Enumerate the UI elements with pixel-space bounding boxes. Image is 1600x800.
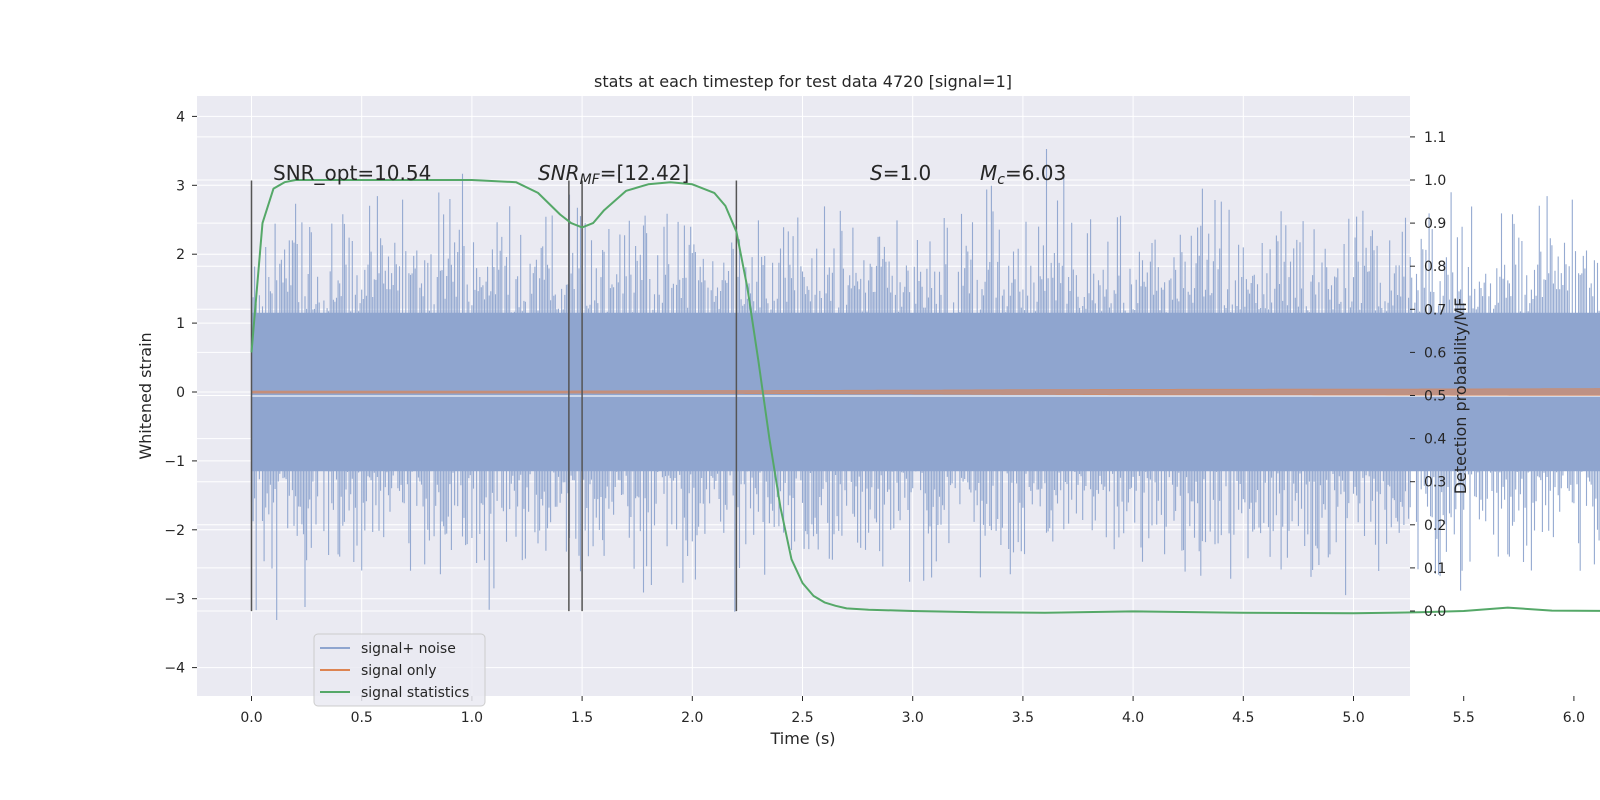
legend-box bbox=[313, 633, 486, 707]
mc-value: =6.03 bbox=[1005, 161, 1066, 185]
y-right-tick-label: 0.9 bbox=[1424, 216, 1446, 232]
y-tick-label: −4 bbox=[164, 661, 185, 677]
y-tick-label: 4 bbox=[176, 109, 185, 125]
signal-envelope bbox=[251, 388, 1600, 396]
x-tick-label: 5.0 bbox=[1342, 710, 1364, 726]
annotation-s: S=1.0 bbox=[870, 161, 931, 185]
x-tick-label: 4.5 bbox=[1232, 710, 1254, 726]
x-tick-label: 2.0 bbox=[681, 710, 703, 726]
s-value: =1.0 bbox=[883, 161, 932, 185]
x-tick-label: 6.0 bbox=[1563, 710, 1585, 726]
annotation-snr-mf: SNRMF=[12.42] bbox=[538, 161, 689, 188]
y-tick-label: 1 bbox=[176, 316, 185, 332]
y-right-tick-label: 0.5 bbox=[1424, 389, 1446, 405]
chart-title: stats at each timestep for test data 472… bbox=[594, 72, 1012, 91]
statistics-line bbox=[250, 179, 1600, 615]
y-tick-label: 3 bbox=[176, 178, 185, 194]
mc-base: M bbox=[980, 161, 997, 185]
legend-label-statistics: signal statistics bbox=[361, 685, 469, 701]
s-variable: S bbox=[870, 161, 883, 185]
x-tick-label: 5.5 bbox=[1453, 710, 1475, 726]
y-axis-label-right: Detection probability/MF bbox=[1451, 298, 1470, 495]
annotation-snr-opt: SNR_opt=10.54 bbox=[273, 161, 431, 185]
axis-ticks: 0.00.51.01.52.02.53.03.54.04.55.05.56.06… bbox=[164, 109, 1585, 726]
x-tick-label: 0.5 bbox=[351, 710, 373, 726]
y-right-tick-label: 0.7 bbox=[1424, 302, 1446, 318]
y-right-tick-label: 1.1 bbox=[1424, 130, 1446, 146]
x-tick-label: 1.5 bbox=[571, 710, 593, 726]
snr-mf-base: SNR bbox=[538, 161, 580, 185]
y-tick-label: −1 bbox=[164, 454, 185, 470]
y-tick-label: 2 bbox=[176, 247, 185, 263]
y-right-tick-label: 1.0 bbox=[1424, 173, 1446, 189]
y-right-tick-label: 0.1 bbox=[1424, 561, 1446, 577]
x-tick-label: 2.5 bbox=[791, 710, 813, 726]
y-right-tick-label: 0.6 bbox=[1424, 345, 1446, 361]
x-axis-label: Time (s) bbox=[769, 729, 835, 748]
mc-subscript: c bbox=[997, 172, 1005, 188]
series-signal-only bbox=[251, 388, 1600, 396]
vertical-markers bbox=[250, 180, 738, 612]
x-tick-label: 3.5 bbox=[1012, 710, 1034, 726]
x-tick-label: 4.0 bbox=[1122, 710, 1144, 726]
y-tick-label: −2 bbox=[164, 523, 185, 539]
y-right-tick-label: 0.0 bbox=[1424, 604, 1446, 620]
y-axis-label-left: Whitened strain bbox=[136, 332, 155, 459]
snr-mf-value: =[12.42] bbox=[600, 161, 690, 185]
y-right-tick-label: 0.3 bbox=[1424, 475, 1446, 491]
legend-label-signal: signal only bbox=[361, 663, 436, 679]
annotations: SNR_opt=10.54 SNRMF=[12.42] S=1.0 Mc=6.0… bbox=[273, 161, 1066, 188]
y-right-tick-label: 0.4 bbox=[1424, 432, 1446, 448]
y-right-tick-label: 0.2 bbox=[1424, 518, 1446, 534]
y-right-tick-label: 0.8 bbox=[1424, 259, 1446, 275]
x-tick-label: 0.0 bbox=[240, 710, 262, 726]
x-tick-label: 3.0 bbox=[902, 710, 924, 726]
annotation-mc: Mc=6.03 bbox=[980, 161, 1066, 188]
y-tick-label: −3 bbox=[164, 592, 185, 608]
snr-mf-subscript: MF bbox=[580, 172, 601, 188]
y-tick-label: 0 bbox=[176, 385, 185, 401]
series-signal-statistics bbox=[250, 179, 1600, 615]
legend-label-noise: signal+ noise bbox=[361, 641, 456, 657]
x-tick-label: 1.0 bbox=[461, 710, 483, 726]
legend: signal+ noise signal only signal statist… bbox=[313, 633, 486, 707]
